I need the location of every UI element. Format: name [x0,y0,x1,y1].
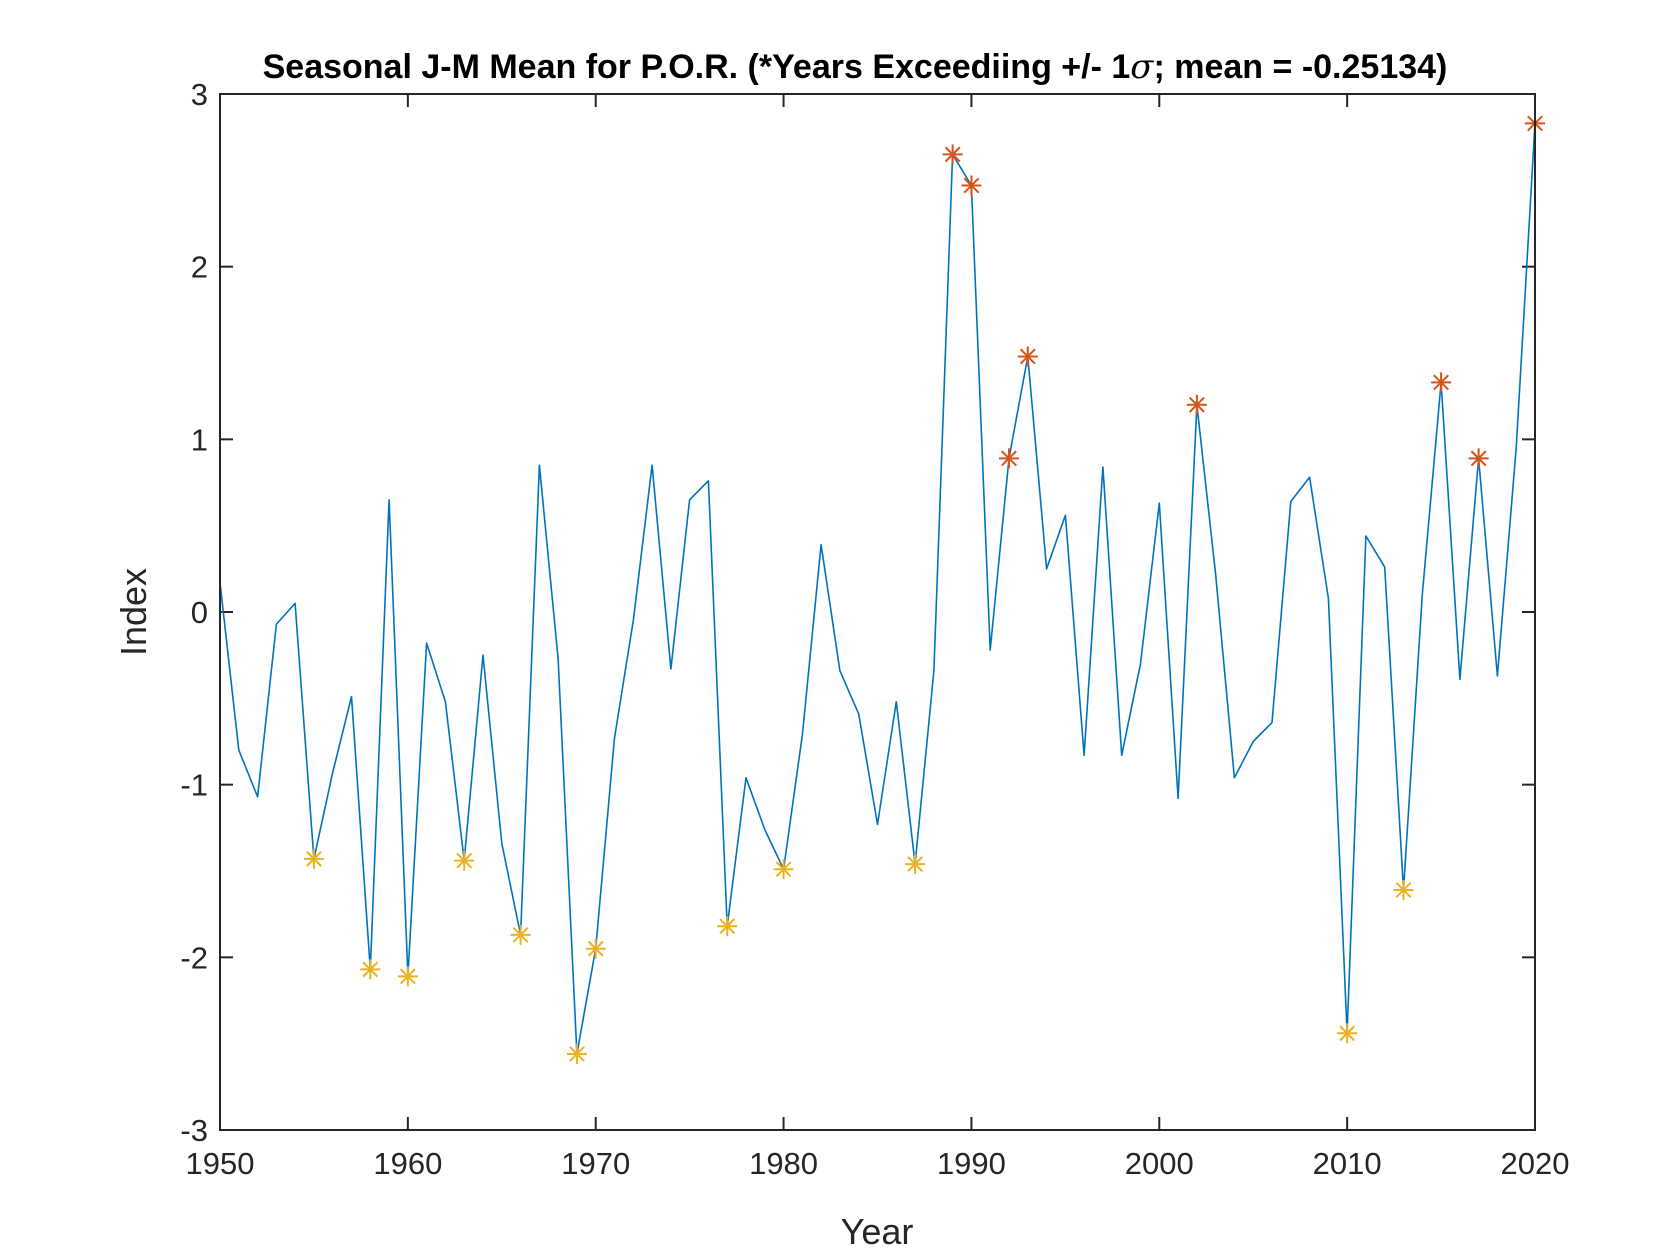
x-tick-label: 1990 [937,1146,1006,1181]
negative-exceedance-marker [905,854,926,875]
chart-title-tail: ; mean = -0.25134) [1153,48,1447,86]
positive-exceedance-marker [999,448,1019,469]
negative-exceedance-marker [1337,1023,1358,1044]
negative-exceedance-marker [360,959,381,980]
x-tick-label: 2010 [1313,1146,1382,1181]
series-line [219,123,1536,1055]
y-axis-label: Index [113,568,154,656]
x-tick-label: 2020 [1501,1146,1570,1181]
x-tick-label: 1960 [373,1146,442,1181]
y-tick-label: -2 [180,940,208,975]
y-tick-label: 1 [191,422,208,457]
chart-title-sigma: σ [1130,47,1154,87]
marker-layer [303,113,1545,1065]
negative-exceedance-marker [510,924,531,945]
chart-title-main: Seasonal J-M Mean for P.O.R. (*Years Exc… [263,48,1131,86]
negative-exceedance-marker [585,938,606,959]
plot-frame [219,93,1536,1131]
y-tick-label: -1 [180,768,208,803]
positive-exceedance-marker [1468,448,1489,469]
line-layer [219,123,1536,1055]
x-tick-label: 2000 [1125,1146,1194,1181]
chart-title: Seasonal J-M Mean for P.O.R. (*Years Exc… [263,47,1448,87]
x-axis-label: Year [841,1211,914,1252]
x-tick-label: 1970 [561,1146,630,1181]
negative-exceedance-marker [1393,879,1414,900]
negative-exceedance-marker [773,859,794,880]
negative-exceedance-marker [454,850,475,871]
y-tick-label: 3 [191,77,208,112]
negative-exceedance-marker [397,966,418,987]
positive-exceedance-marker [1186,394,1207,415]
y-tick-label: 2 [191,250,208,285]
positive-exceedance-marker [942,144,963,165]
negative-exceedance-marker [566,1044,587,1065]
y-tick-label: 0 [191,595,208,630]
positive-exceedance-marker [1431,372,1452,393]
x-tick-label: 1980 [749,1146,818,1181]
negative-exceedance-marker [303,848,324,869]
ticks-layer: 1950 1960 1970 1980 1990 2000 2010 2020 -3 -2 -1 0 1… [180,77,1569,1181]
positive-exceedance-marker [961,175,982,196]
x-tick-label: 1950 [186,1146,255,1181]
y-tick-label: -3 [180,1113,208,1148]
positive-exceedance-marker [1017,346,1038,367]
negative-exceedance-marker [717,916,738,937]
